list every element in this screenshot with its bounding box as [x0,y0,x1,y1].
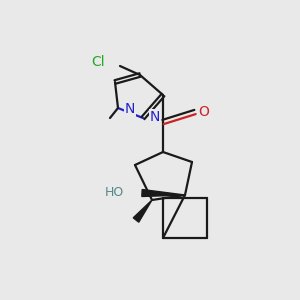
Text: HO: HO [105,187,124,200]
Text: N: N [150,110,160,124]
Text: N: N [125,102,135,116]
Text: Cl: Cl [92,55,105,69]
Text: O: O [199,105,209,119]
Polygon shape [142,190,185,196]
Polygon shape [133,200,152,222]
